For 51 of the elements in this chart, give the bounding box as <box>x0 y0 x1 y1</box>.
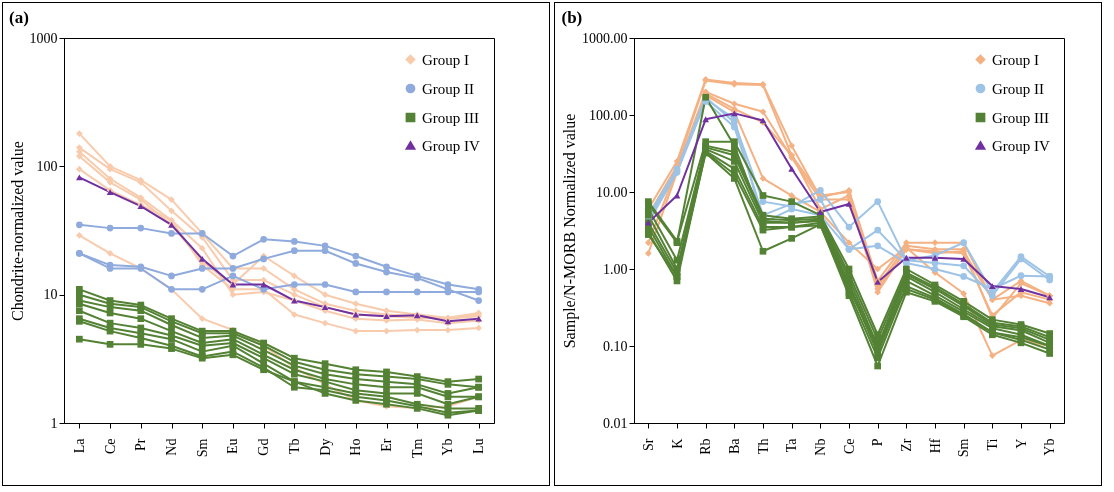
x-tick-label: Ba <box>726 437 742 455</box>
x-tick-label: Ce <box>841 438 857 455</box>
x-tick-label: Hf <box>927 438 943 454</box>
x-tick-label: Eu <box>225 438 241 455</box>
y-tick-label: 1000 <box>29 30 58 46</box>
legend-label: Group III <box>992 109 1050 126</box>
x-tick-label: La <box>71 437 87 454</box>
x-tick-label: Sm <box>194 438 210 458</box>
y-tick-label: 0.01 <box>603 415 628 431</box>
x-tick-label: Sr <box>640 438 656 451</box>
x-tick-label: Th <box>755 438 771 455</box>
legend-label: Group III <box>422 109 480 126</box>
x-tick-label: Rb <box>698 438 714 455</box>
x-tick-label: Pr <box>133 438 149 451</box>
y-tick-label: 1000.00 <box>582 30 628 46</box>
y-tick-label: 10 <box>43 287 58 303</box>
x-tick-label: Nb <box>812 438 828 456</box>
y-tick-label: 1 <box>50 415 58 431</box>
y-tick-label: 10.00 <box>596 184 628 200</box>
x-tick-label: Y <box>1013 438 1029 449</box>
x-tick-label: Dy <box>317 438 333 456</box>
y-tick-label: 100 <box>36 158 58 174</box>
legend-label: Group I <box>992 51 1040 68</box>
chart-title: (b) <box>561 8 583 27</box>
x-tick-label: Ho <box>348 438 364 456</box>
x-tick-label: Sm <box>956 438 972 458</box>
x-tick-label: P <box>870 438 886 447</box>
x-tick-label: Nd <box>164 438 179 456</box>
x-tick-label: Yb <box>1042 438 1058 456</box>
legend-label: Group I <box>422 51 470 68</box>
x-tick-label: Tb <box>286 438 302 455</box>
x-tick-label: Ce <box>102 438 118 455</box>
y-axis-title: Chondrite-normalized value <box>8 141 26 321</box>
x-tick-label: Lu <box>471 438 487 455</box>
x-tick-label: Ta <box>784 437 800 453</box>
x-tick-label: Gd <box>256 438 272 456</box>
legend-label: Group IV <box>992 137 1051 154</box>
legend-label: Group II <box>992 80 1045 97</box>
x-tick-label: Zr <box>898 438 914 452</box>
x-tick-label: Yb <box>440 438 456 456</box>
y-axis-title: Sample/N-MORB Normalized value <box>561 113 579 349</box>
chart-title: (a) <box>9 8 29 27</box>
x-tick-label: Er <box>379 438 394 452</box>
x-tick-label: Tm <box>409 438 425 458</box>
legend-label: Group II <box>422 80 475 97</box>
y-tick-label: 100.00 <box>589 107 628 123</box>
y-tick-label: 0.10 <box>603 338 628 354</box>
x-tick-label: Ti <box>984 438 1000 451</box>
legend-label: Group IV <box>422 137 481 154</box>
x-tick-label: K <box>669 438 685 449</box>
y-tick-label: 1.00 <box>603 261 628 277</box>
